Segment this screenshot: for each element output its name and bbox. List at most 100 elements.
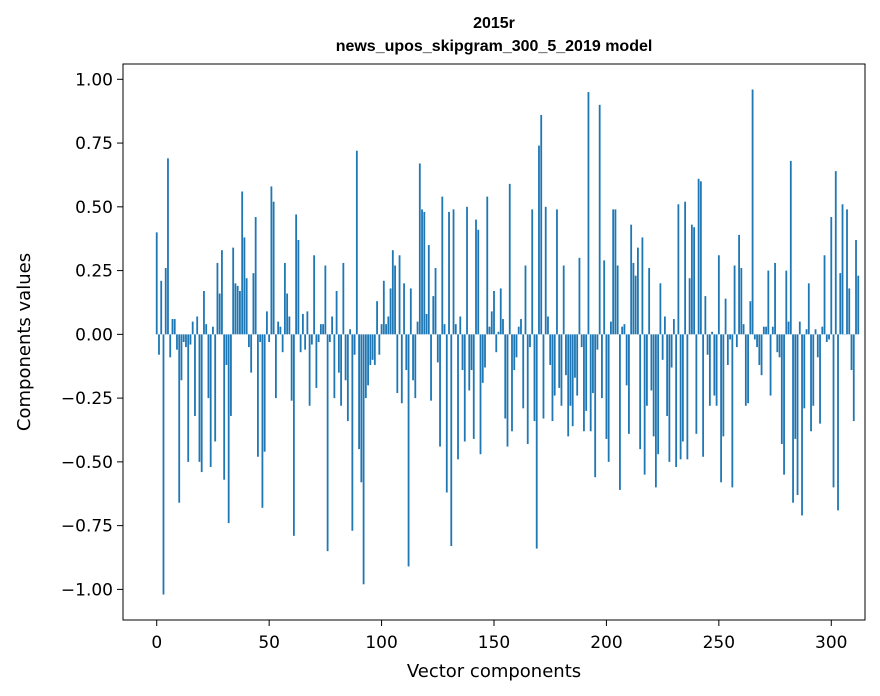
bar-95	[369, 334, 372, 365]
bar-129	[445, 334, 448, 493]
bar-125	[436, 334, 439, 363]
bar-242	[699, 181, 702, 335]
bar-223	[657, 334, 660, 455]
y-tick-label: 0.50	[75, 198, 113, 218]
bar-296	[821, 326, 824, 335]
bar-287	[801, 334, 803, 516]
bar-243	[702, 334, 705, 457]
bar-39	[243, 237, 246, 335]
bar-202	[610, 321, 612, 335]
bar-192	[587, 92, 590, 335]
bar-127	[441, 196, 444, 335]
bar-109	[400, 334, 403, 404]
bar-188	[578, 257, 581, 335]
bar-133	[454, 324, 457, 335]
bar-305	[841, 204, 844, 335]
bar-253	[724, 298, 727, 335]
bar-16	[191, 321, 194, 335]
bar-177	[553, 334, 556, 396]
bar-215	[639, 334, 642, 450]
bar-89	[355, 150, 358, 335]
bar-205	[616, 265, 619, 335]
bar-213	[634, 275, 637, 335]
bar-176	[551, 334, 554, 422]
bar-84	[344, 334, 347, 381]
bar-278	[780, 334, 783, 445]
bar-198	[601, 334, 603, 399]
bar-44	[254, 217, 257, 335]
bar-116	[416, 321, 419, 335]
bar-249	[715, 334, 718, 406]
bar-90	[358, 334, 360, 450]
bar-244	[704, 296, 707, 335]
bar-18	[196, 316, 199, 335]
bar-267	[756, 334, 758, 348]
bar-151	[495, 334, 498, 353]
bar-285	[796, 334, 799, 496]
bar-1	[158, 334, 160, 355]
bar-286	[798, 321, 801, 335]
bar-200	[605, 334, 608, 439]
bar-260	[740, 268, 743, 335]
bar-99	[378, 334, 381, 355]
bar-174	[547, 316, 549, 335]
bar-34	[232, 247, 235, 335]
bar-212	[632, 262, 635, 335]
bar-262	[744, 334, 747, 406]
bar-130	[448, 211, 450, 335]
bar-115	[414, 334, 417, 399]
bar-211	[630, 224, 633, 335]
bar-181	[562, 265, 565, 335]
bar-261	[742, 324, 745, 335]
bar-146	[484, 334, 486, 368]
bar-91	[360, 334, 363, 483]
bar-190	[583, 334, 585, 432]
bar-83	[342, 262, 345, 335]
bar-274	[771, 326, 774, 335]
bar-218	[646, 334, 648, 406]
bar-31	[225, 334, 228, 365]
bar-111	[405, 334, 408, 371]
bar-221	[652, 334, 655, 437]
bar-209	[625, 334, 628, 386]
bar-76	[326, 334, 329, 552]
bar-164	[524, 265, 527, 335]
bar-37	[239, 290, 241, 335]
bar-281	[787, 321, 790, 335]
bar-291	[810, 334, 812, 432]
bar-309	[850, 334, 853, 371]
bar-110	[403, 283, 405, 335]
bar-97	[373, 334, 376, 365]
x-tick-label: 300	[815, 633, 847, 653]
bar-92	[362, 334, 365, 585]
bar-191	[585, 334, 588, 411]
bar-40	[245, 278, 248, 335]
bar-120	[425, 313, 428, 335]
bar-275	[774, 262, 776, 335]
bar-236	[686, 334, 689, 460]
bar-105	[391, 250, 394, 335]
bar-81	[337, 334, 340, 373]
bar-152	[497, 331, 500, 335]
bar-224	[659, 283, 662, 335]
bar-9	[176, 334, 178, 350]
x-tick-label: 100	[365, 633, 397, 653]
bar-104	[389, 288, 392, 335]
x-tick-label: 200	[590, 633, 622, 653]
bar-71	[315, 334, 318, 388]
bar-13	[185, 334, 187, 348]
bar-266	[753, 334, 756, 340]
bar-30	[223, 334, 226, 480]
bar-203	[612, 209, 615, 335]
bar-118	[421, 209, 423, 335]
bar-235	[684, 201, 687, 335]
y-axis-ticks: 1.00 0.75 0.50 0.25 0.00 −0.25 −0.50 −0.75 −1.00	[61, 70, 123, 600]
bar-112	[407, 334, 410, 567]
bar-302	[834, 171, 837, 335]
bar-230	[672, 319, 675, 335]
bar-258	[735, 334, 738, 348]
bar-131	[450, 334, 453, 547]
plot-frame	[122, 63, 866, 621]
bar-273	[769, 334, 772, 396]
